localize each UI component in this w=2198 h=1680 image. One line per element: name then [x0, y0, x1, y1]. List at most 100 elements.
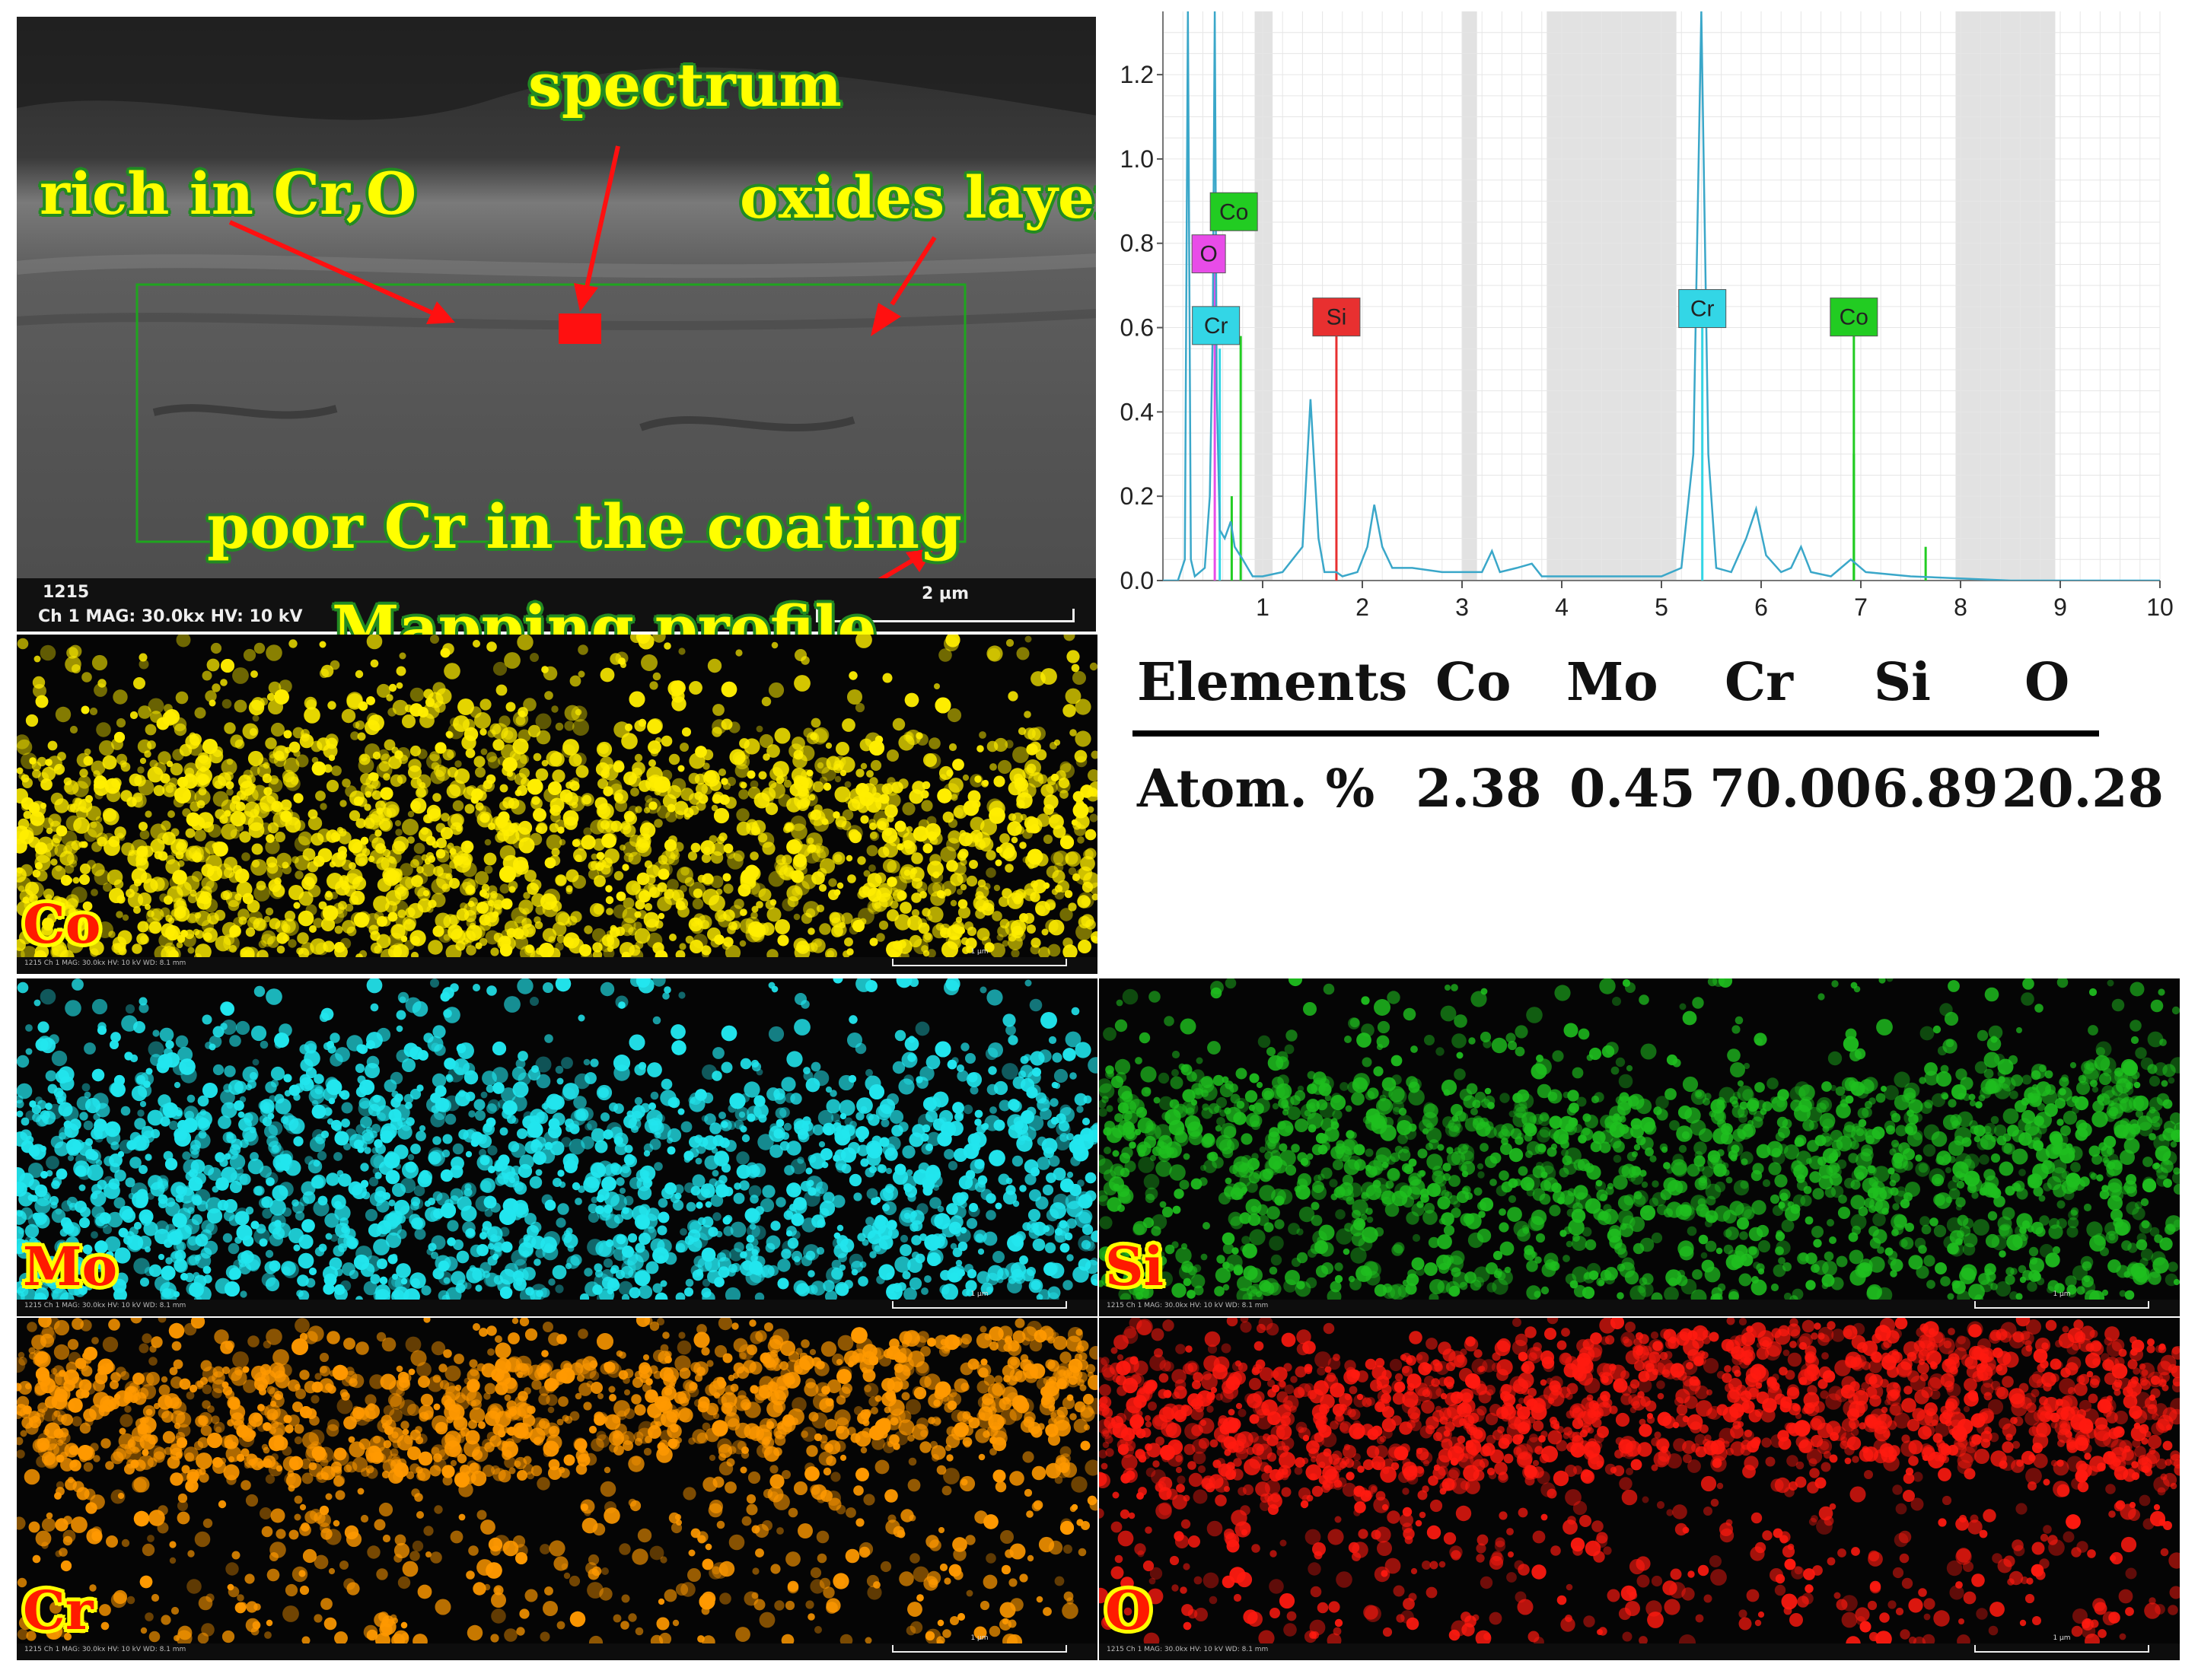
map-dot [136, 845, 148, 858]
map-dot [309, 925, 317, 933]
map-dot [680, 885, 687, 892]
map-dot [113, 689, 128, 705]
map-dot [240, 792, 249, 801]
map-dot [95, 1102, 110, 1118]
map-dot [182, 1151, 191, 1160]
map-dot [597, 803, 614, 819]
map-dot [912, 781, 925, 794]
map-dot [225, 772, 234, 781]
map-dot [187, 1236, 198, 1246]
map-dot [833, 889, 841, 896]
map-dot [999, 896, 1009, 907]
map-dot [882, 842, 899, 858]
map-dot [517, 635, 534, 651]
map-dot [185, 828, 196, 838]
map-dot [297, 932, 309, 944]
map-dot [925, 1110, 938, 1122]
map-dot [41, 766, 56, 781]
map-dot [874, 1245, 881, 1252]
map-dot [723, 843, 734, 854]
map-dot [342, 778, 351, 788]
map-dot [132, 796, 144, 808]
map-dot [1021, 1268, 1035, 1282]
map-dot [133, 1258, 150, 1274]
map-dot [212, 791, 229, 807]
map-dot [544, 857, 556, 869]
map-dot [45, 759, 53, 766]
rich-annotation: rich in Cr,O [40, 160, 417, 228]
map-dot [748, 1185, 762, 1198]
map-dot [702, 762, 710, 770]
map-dot [104, 778, 121, 794]
map-dot [890, 900, 899, 909]
map-dot [892, 1061, 906, 1074]
map-dot [988, 1042, 1003, 1058]
map-dot [874, 902, 881, 909]
map-dot [1089, 813, 1097, 822]
map-dot [957, 889, 963, 895]
map-dot [353, 912, 370, 928]
map-dot [445, 873, 453, 880]
map-dot [237, 908, 250, 921]
map-dot [865, 1069, 873, 1077]
map-dot [226, 788, 234, 796]
map-dot [17, 1226, 24, 1241]
map-dot [410, 800, 421, 811]
map-dot [929, 1197, 941, 1209]
map-dot [262, 773, 272, 784]
map-dot [735, 649, 743, 657]
map-dot [712, 704, 725, 716]
map-dot [150, 823, 167, 840]
map-dot [629, 944, 641, 956]
map-dot [483, 779, 493, 790]
map-dot [564, 705, 581, 721]
map-dot [280, 810, 292, 822]
map-dot [874, 872, 887, 884]
map-dot [397, 774, 407, 784]
map-dot [1053, 850, 1069, 867]
map-dot [91, 863, 105, 877]
map-dot [221, 659, 234, 673]
map-dot [1016, 647, 1030, 660]
map-dot [550, 804, 562, 816]
map-dot [190, 1150, 199, 1159]
map-dot [902, 1145, 916, 1159]
map-dot [775, 919, 790, 934]
map-dot [298, 910, 314, 927]
map-dot [427, 692, 444, 708]
map-dot [911, 908, 920, 918]
map-dot [670, 850, 680, 861]
map-dot [249, 783, 256, 791]
map-dot [680, 1121, 693, 1133]
map-dot [219, 815, 228, 824]
map-dot [453, 715, 470, 732]
map-dot [201, 1220, 215, 1233]
map-dot [866, 845, 878, 857]
sem-scale-label: 2 µm [921, 584, 970, 603]
map-dot [396, 666, 406, 676]
map-dot [346, 868, 363, 885]
map-dot [652, 978, 666, 987]
map-dot [712, 1169, 719, 1177]
map-dot [508, 886, 516, 893]
map-dot [183, 1106, 199, 1121]
map-dot [31, 929, 45, 943]
map-dot [958, 832, 973, 847]
map-dot [702, 873, 714, 885]
map-dot [1059, 790, 1069, 799]
map-dot [1068, 902, 1077, 912]
map-dot [957, 905, 971, 919]
map-dot [195, 943, 212, 960]
map-dot [147, 766, 164, 783]
map-dot [334, 925, 343, 934]
map-dot [298, 947, 310, 959]
map-dot [32, 869, 41, 878]
map-dot [416, 788, 426, 798]
map-dot [697, 874, 706, 883]
map-dot [596, 741, 613, 758]
map-dot [120, 762, 131, 772]
map-dot [919, 891, 927, 899]
map-dot [512, 738, 529, 755]
map-dot [248, 699, 265, 716]
map-dot [435, 912, 451, 929]
